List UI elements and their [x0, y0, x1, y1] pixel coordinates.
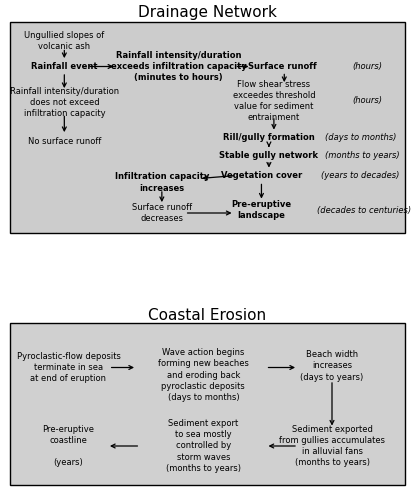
Text: Coastal Erosion: Coastal Erosion — [149, 308, 266, 322]
Text: (hours): (hours) — [352, 96, 382, 106]
Text: Flow shear stress
exceedes threshold
value for sediment
entrainment: Flow shear stress exceedes threshold val… — [232, 80, 315, 122]
Text: (years to decades): (years to decades) — [321, 171, 399, 180]
Text: (months to years): (months to years) — [325, 150, 400, 160]
Text: Rainfall event: Rainfall event — [31, 62, 98, 71]
Text: Vegetation cover: Vegetation cover — [221, 171, 302, 180]
Text: Surface runoff
decreases: Surface runoff decreases — [132, 203, 192, 223]
Text: Rill/gully formation: Rill/gully formation — [223, 133, 315, 142]
Text: Infiltration capacity
increases: Infiltration capacity increases — [115, 172, 209, 193]
Text: Ungullied slopes of
volcanic ash: Ungullied slopes of volcanic ash — [24, 31, 105, 51]
Text: Wave action begins
forming new beaches
and eroding back
pyroclastic deposits
(da: Wave action begins forming new beaches a… — [158, 348, 249, 402]
Text: (days to months): (days to months) — [325, 133, 397, 142]
Text: Sediment export
to sea mostly
controlled by
storm waves
(months to years): Sediment export to sea mostly controlled… — [166, 420, 241, 472]
Text: Rainfall intensity/duration
does not exceed
infiltration capacity: Rainfall intensity/duration does not exc… — [10, 87, 119, 118]
Text: No surface runoff: No surface runoff — [28, 136, 101, 145]
Text: Pre-eruptive
landscape: Pre-eruptive landscape — [232, 200, 291, 220]
Bar — [10, 322, 405, 485]
Bar — [10, 22, 405, 233]
Text: (hours): (hours) — [352, 62, 382, 71]
Text: Pre-eruptive
coastline

(years): Pre-eruptive coastline (years) — [42, 425, 95, 467]
Text: Surface runoff: Surface runoff — [248, 62, 317, 71]
Text: Sediment exported
from gullies accumulates
in alluvial fans
(months to years): Sediment exported from gullies accumulat… — [279, 425, 385, 467]
Text: Pyroclastic-flow deposits
terminate in sea
at end of eruption: Pyroclastic-flow deposits terminate in s… — [17, 352, 120, 383]
Text: Stable gully network: Stable gully network — [220, 150, 318, 160]
Text: Rainfall intensity/duration
exceeds infiltration capacity
(minutes to hours): Rainfall intensity/duration exceeds infi… — [110, 51, 247, 82]
Text: (decades to centuries): (decades to centuries) — [317, 206, 411, 214]
Text: Drainage Network: Drainage Network — [138, 5, 277, 20]
Text: Beach width
increases
(days to years): Beach width increases (days to years) — [300, 350, 364, 382]
